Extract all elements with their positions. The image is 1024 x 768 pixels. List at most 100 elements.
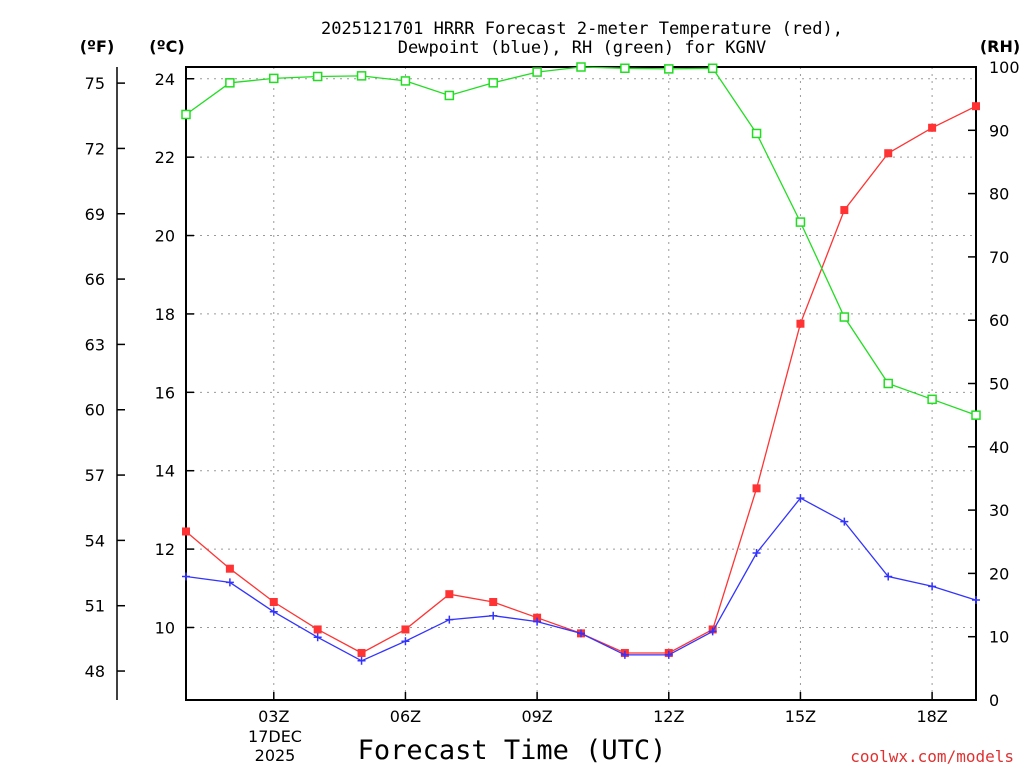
x-tick-label: 18Z	[916, 707, 947, 726]
celsius-tick-label: 14	[155, 462, 175, 481]
temperature-point	[489, 598, 498, 607]
dewpoint-point	[664, 650, 673, 659]
dewpoint-point	[313, 633, 322, 642]
rh-tick-label: 40	[989, 438, 1009, 457]
date-label-year: 2025	[255, 746, 296, 765]
dewpoint-point	[928, 582, 937, 591]
celsius-tick-label: 20	[155, 227, 175, 246]
axis-ticks: 03Z 06Z 09Z 12Z 15Z 18Z 10 12 14 16 18 20 22 24 48 51 54…	[85, 58, 1020, 726]
dewpoint-point	[577, 629, 585, 638]
celsius-tick-label: 12	[155, 540, 175, 559]
rh-point	[181, 109, 191, 120]
temperature-point	[752, 484, 761, 493]
dewpoint-point	[752, 549, 761, 558]
rh-tick-label: 70	[989, 248, 1009, 267]
temperature-point	[182, 527, 190, 536]
x-tick-label: 09Z	[521, 707, 552, 726]
x-axis-title: Forecast Time (UTC)	[358, 735, 667, 766]
rh-tick-label: 100	[989, 58, 1020, 77]
fahrenheit-tick-label: 75	[85, 74, 105, 93]
x-tick-label: 12Z	[653, 707, 684, 726]
fahrenheit-tick-label: 54	[85, 531, 105, 550]
temperature-point	[445, 590, 454, 599]
dewpoint-point	[533, 617, 542, 626]
temperature-point	[269, 598, 278, 607]
rh-tick-label: 50	[989, 375, 1009, 394]
rh-point	[269, 73, 279, 84]
temperature-line	[185, 105, 977, 654]
fahrenheit-tick-label: 69	[85, 205, 105, 224]
dewpoint-point	[182, 572, 190, 581]
rh-tick-label: 0	[989, 691, 999, 710]
dewpoint-point	[620, 650, 629, 659]
temperature-point	[840, 206, 849, 215]
rh-point	[356, 71, 367, 81]
fahrenheit-tick-label: 51	[85, 597, 105, 616]
dewpoint-point	[884, 572, 893, 581]
dewpoint-point	[357, 656, 366, 665]
celsius-tick-label: 24	[155, 70, 175, 89]
rh-tick-label: 30	[989, 501, 1009, 520]
fahrenheit-axis-label: (ºF)	[80, 37, 115, 56]
rh-point	[576, 62, 586, 72]
temperature-point	[401, 625, 410, 634]
dewpoint-point	[796, 494, 805, 503]
fahrenheit-tick-label: 63	[85, 335, 105, 354]
temperature-point	[884, 149, 893, 158]
rh-point	[795, 217, 806, 227]
plot-frame	[185, 66, 977, 701]
celsius-axis-label: (ºC)	[149, 37, 184, 56]
rh-point	[312, 71, 323, 82]
chart-title-line-2: Dewpoint (blue), RH (green) for KGNV	[398, 38, 766, 58]
data-series	[181, 62, 981, 665]
dewpoint-point	[489, 611, 498, 620]
rh-tick-label: 10	[989, 628, 1009, 647]
rh-point	[664, 64, 674, 74]
x-tick-label: 06Z	[390, 707, 421, 726]
rh-point	[839, 312, 850, 322]
date-label-day: 17DEC	[248, 727, 302, 746]
dewpoint-point	[269, 607, 278, 616]
dewpoint-point	[225, 578, 234, 587]
rh-point	[971, 410, 981, 420]
fahrenheit-tick-label: 57	[85, 466, 105, 485]
rh-point	[883, 378, 893, 389]
grid-lines	[186, 67, 976, 700]
rh-axis-label: (RH)	[980, 37, 1020, 56]
dewpoint-point	[445, 615, 454, 624]
temperature-point	[313, 625, 322, 634]
chart-title-line-1: 2025121701 HRRR Forecast 2-meter Tempera…	[321, 19, 843, 39]
temperature-point	[972, 102, 980, 111]
rh-point	[927, 394, 937, 405]
temperature-point	[796, 319, 805, 328]
rh-point	[400, 76, 411, 86]
x-tick-label: 15Z	[785, 707, 816, 726]
rh-point	[532, 67, 542, 77]
rh-point	[751, 128, 762, 139]
temperature-point	[928, 123, 937, 132]
dewpoint-point	[708, 627, 717, 636]
celsius-tick-label: 16	[155, 383, 175, 402]
celsius-tick-label: 10	[155, 618, 175, 637]
rh-point	[488, 78, 498, 88]
fahrenheit-tick-label: 72	[85, 139, 105, 158]
rh-point	[444, 90, 455, 101]
rh-tick-label: 80	[989, 185, 1009, 204]
rh-point	[620, 63, 630, 74]
dewpoint-point	[840, 517, 849, 526]
dewpoint-point	[972, 596, 980, 605]
rh-tick-label: 20	[989, 564, 1009, 583]
dewpoint-point	[401, 637, 410, 646]
rh-point	[707, 63, 718, 74]
rh-tick-label: 90	[989, 121, 1009, 140]
temperature-point	[357, 648, 366, 657]
rh-point	[225, 78, 235, 88]
fahrenheit-tick-label: 66	[85, 270, 105, 289]
temperature-point	[225, 564, 234, 573]
celsius-tick-label: 18	[155, 305, 175, 324]
celsius-tick-label: 22	[155, 148, 175, 167]
rh-tick-label: 60	[989, 311, 1009, 330]
credit-text: coolwx.com/models	[850, 747, 1014, 766]
fahrenheit-tick-label: 48	[85, 662, 105, 681]
